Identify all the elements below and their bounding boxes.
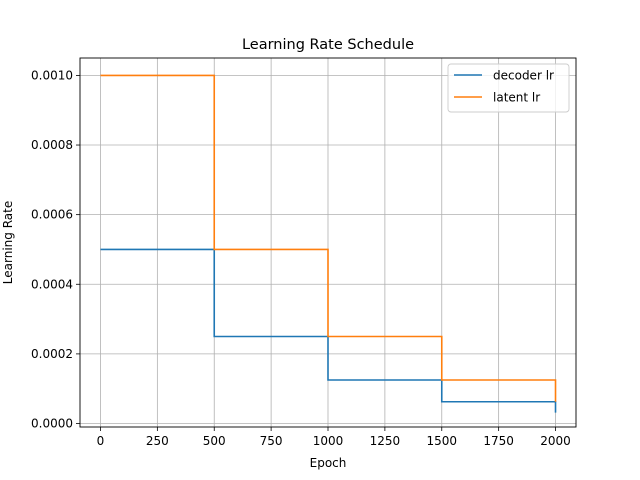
y-tick-label: 0.0000 [31, 417, 73, 431]
x-axis-label: Epoch [310, 456, 347, 470]
x-tick-label: 1750 [483, 434, 514, 448]
y-tick-label: 0.0004 [31, 277, 73, 291]
y-tick-label: 0.0008 [31, 138, 73, 152]
legend-label-2: latent lr [493, 91, 540, 105]
x-tick-label: 250 [146, 434, 169, 448]
x-tick-label: 500 [203, 434, 226, 448]
x-tick-label: 2000 [540, 434, 571, 448]
legend-box [447, 63, 570, 113]
series-line-2 [100, 74, 557, 402]
legend: decoder lr latent lr [447, 63, 570, 113]
y-tick-label: 0.0010 [31, 68, 73, 82]
legend-label-1: decoder lr [493, 69, 554, 83]
y-tick-label: 0.0006 [31, 208, 73, 222]
x-tick-label: 1250 [370, 434, 401, 448]
series-lines [100, 74, 557, 413]
x-tick-label: 1500 [426, 434, 457, 448]
x-tick-label: 750 [260, 434, 283, 448]
y-axis-ticks: 0.0000 0.0002 0.0004 0.0006 0.0008 0.0010 [31, 68, 80, 431]
x-tick-label: 1000 [313, 434, 344, 448]
y-tick-label: 0.0002 [31, 347, 73, 361]
x-tick-label: 0 [97, 434, 105, 448]
y-axis-label: Learning Rate [1, 201, 15, 284]
chart-title: Learning Rate Schedule [242, 37, 414, 53]
x-axis-ticks: 0 250 500 750 1000 1250 1500 1750 2000 [97, 427, 571, 448]
series-line-1 [100, 248, 557, 413]
